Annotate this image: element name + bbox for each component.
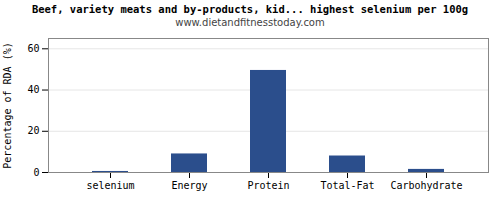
svg-text:Protein: Protein	[247, 180, 289, 191]
svg-text:selenium: selenium	[86, 180, 134, 191]
svg-text:Energy: Energy	[171, 180, 207, 191]
svg-text:0: 0	[33, 167, 39, 178]
html-text:www.dietandfitnesstoday.com: www.dietandfitnesstoday.com	[175, 17, 325, 28]
svg-text:Percentage of RDA (%): Percentage of RDA (%)	[2, 42, 13, 168]
svg-text:20: 20	[27, 125, 39, 136]
svg-text:Total-Fat: Total-Fat	[320, 180, 374, 191]
html-text:Beef, variety meats and by-pro: Beef, variety meats and by-products, kid…	[31, 3, 469, 15]
svg-text:Carbohydrate: Carbohydrate	[390, 180, 462, 191]
svg-text:60: 60	[27, 43, 39, 54]
svg-text:40: 40	[27, 84, 39, 95]
